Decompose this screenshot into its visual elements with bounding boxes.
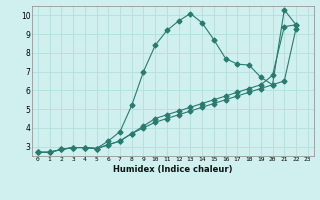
X-axis label: Humidex (Indice chaleur): Humidex (Indice chaleur) (113, 165, 233, 174)
